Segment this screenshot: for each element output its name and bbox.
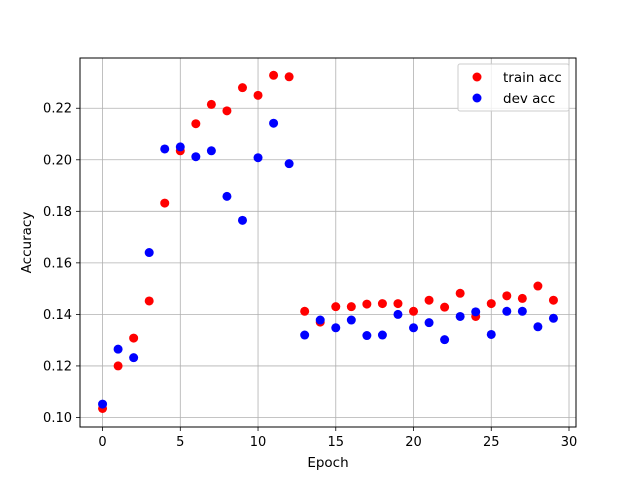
- dev-acc-point: [269, 118, 279, 128]
- legend-label-train-acc: train acc: [503, 70, 562, 86]
- train-acc-point: [486, 299, 496, 309]
- y-tick-label: 0.14: [43, 308, 72, 323]
- train-acc-point: [222, 106, 232, 116]
- dev-acc-point: [160, 144, 170, 154]
- x-tick-label: 5: [176, 435, 184, 450]
- dev-acc-point: [502, 306, 512, 316]
- axis-ticks: 0 5 10 15 20 25 30 0.10 0.12 0.14 0.16 0.18 0.20 0.22: [43, 102, 577, 450]
- dev-acc-point: [362, 331, 372, 341]
- dev-acc-point: [144, 248, 154, 258]
- legend-box: [457, 63, 570, 112]
- dev-acc-point: [284, 159, 294, 169]
- dev-acc-point: [440, 335, 450, 345]
- train-acc-point: [206, 99, 216, 109]
- train-acc-point: [144, 296, 154, 306]
- dev-acc-point: [98, 399, 108, 409]
- dev-acc-point: [113, 344, 123, 354]
- dev-acc-point: [206, 146, 216, 156]
- dev-acc-point: [346, 315, 356, 325]
- train-acc-point: [517, 293, 527, 303]
- y-tick-label: 0.12: [43, 359, 72, 374]
- train-acc-point: [191, 119, 201, 129]
- train-acc-point: [237, 83, 247, 93]
- legend: train acc dev acc: [457, 63, 570, 112]
- dev-acc-point: [237, 215, 247, 225]
- x-tick-label: 20: [405, 435, 422, 450]
- train-acc-point: [362, 299, 372, 309]
- dev-acc-point: [377, 330, 387, 340]
- y-tick-label: 0.16: [43, 256, 72, 271]
- train-acc-point: [346, 302, 356, 312]
- dev-acc-point: [517, 306, 527, 316]
- y-tick-label: 0.18: [43, 205, 72, 220]
- y-tick-label: 0.20: [43, 153, 72, 168]
- dev-acc-point: [455, 311, 465, 321]
- legend-marker-train-acc: [472, 72, 482, 82]
- dev-acc-point: [331, 323, 341, 333]
- train-acc-point: [284, 72, 294, 82]
- legend-marker-dev-acc: [472, 93, 482, 103]
- train-acc-point: [269, 70, 279, 80]
- dev-acc-point: [175, 142, 185, 152]
- train-acc-point: [377, 299, 387, 309]
- train-acc-point: [129, 333, 139, 343]
- train-acc-point: [393, 299, 403, 309]
- train-acc-point: [253, 90, 263, 100]
- dev-acc-point: [191, 152, 201, 162]
- dev-acc-point: [315, 315, 325, 325]
- y-tick-label: 0.10: [43, 411, 72, 426]
- y-tick-label: 0.22: [43, 102, 72, 117]
- x-axis-label: Epoch: [307, 455, 348, 471]
- train-acc-point: [113, 361, 123, 371]
- x-tick-label: 30: [561, 435, 578, 450]
- train-acc-point: [455, 288, 465, 298]
- train-acc-point: [409, 306, 419, 316]
- train-acc-point: [331, 302, 341, 312]
- dev-acc-point: [471, 307, 481, 317]
- train-acc-point: [160, 198, 170, 208]
- train-acc-point: [440, 302, 450, 312]
- data-points: [98, 70, 558, 413]
- dev-acc-point: [129, 353, 139, 363]
- dev-acc-point: [409, 323, 419, 333]
- plot-frame: [79, 57, 577, 428]
- dev-acc-point: [533, 322, 543, 332]
- dev-acc-point: [300, 330, 310, 340]
- train-acc-point: [424, 295, 434, 305]
- train-acc-point: [533, 281, 543, 291]
- dev-acc-point: [253, 153, 263, 163]
- x-tick-label: 10: [250, 435, 267, 450]
- dev-acc-point: [393, 309, 403, 319]
- legend-label-dev-acc: dev acc: [503, 91, 555, 107]
- grid: [80, 58, 576, 427]
- train-acc-point: [548, 295, 558, 305]
- train-acc-point: [300, 306, 310, 316]
- x-tick-label: 15: [328, 435, 345, 450]
- y-axis-label: Accuracy: [19, 212, 35, 274]
- dev-acc-point: [486, 329, 496, 339]
- x-tick-label: 0: [98, 435, 106, 450]
- dev-acc-point: [424, 318, 434, 328]
- dev-acc-point: [222, 191, 232, 201]
- x-tick-label: 25: [483, 435, 500, 450]
- train-acc-point: [502, 291, 512, 301]
- dev-acc-point: [548, 313, 558, 323]
